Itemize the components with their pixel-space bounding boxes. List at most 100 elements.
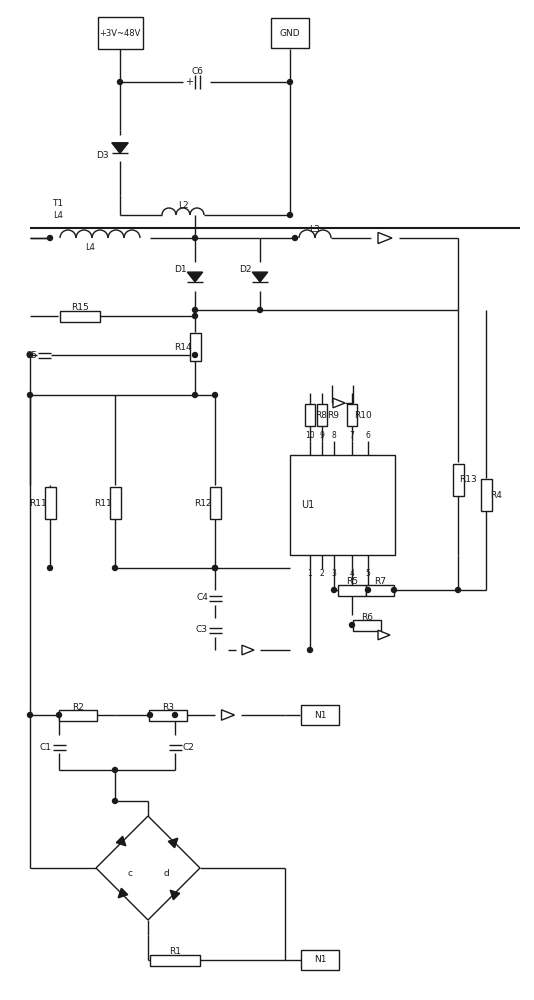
Circle shape	[113, 768, 117, 772]
Text: R11: R11	[94, 498, 112, 508]
Text: R11: R11	[29, 498, 47, 508]
Bar	[452, 464, 464, 496]
Bar	[44, 487, 56, 519]
Polygon shape	[112, 143, 128, 153]
Circle shape	[192, 314, 198, 318]
Circle shape	[349, 622, 355, 628]
Polygon shape	[242, 645, 254, 655]
Polygon shape	[252, 272, 268, 282]
Text: R1: R1	[169, 948, 181, 956]
Text: 3: 3	[332, 570, 336, 578]
Text: D1: D1	[174, 265, 186, 274]
Circle shape	[257, 308, 263, 312]
Circle shape	[27, 353, 33, 358]
Circle shape	[287, 213, 293, 218]
Text: C3: C3	[196, 626, 208, 635]
Bar	[366, 584, 394, 595]
Text: 2: 2	[320, 570, 324, 578]
Bar	[150, 954, 200, 966]
Bar	[481, 479, 491, 511]
Circle shape	[172, 712, 177, 718]
Circle shape	[113, 798, 117, 804]
Text: N1: N1	[314, 956, 326, 964]
Text: 5: 5	[366, 570, 371, 578]
Circle shape	[192, 235, 198, 240]
Text: R5: R5	[346, 578, 358, 586]
Text: C5: C5	[26, 351, 38, 360]
Text: T1: T1	[52, 198, 64, 208]
Bar	[317, 404, 327, 426]
Polygon shape	[116, 836, 126, 846]
Text: R3: R3	[162, 702, 174, 712]
Circle shape	[391, 587, 397, 592]
Bar	[290, 455, 395, 555]
Text: D2: D2	[239, 265, 252, 274]
Bar	[59, 710, 97, 720]
Bar	[347, 404, 357, 426]
Polygon shape	[170, 890, 180, 900]
Text: R12: R12	[194, 498, 212, 508]
Circle shape	[192, 308, 198, 312]
Text: C6: C6	[191, 68, 203, 77]
Text: R6: R6	[361, 612, 373, 621]
Circle shape	[213, 566, 217, 570]
Text: L2: L2	[178, 202, 189, 211]
Text: R2: R2	[72, 702, 84, 712]
Text: L4: L4	[85, 243, 95, 252]
Circle shape	[192, 392, 198, 397]
Polygon shape	[168, 838, 178, 848]
Circle shape	[192, 353, 198, 358]
Text: 4: 4	[350, 570, 355, 578]
Text: R8: R8	[315, 410, 327, 420]
Circle shape	[147, 712, 153, 718]
Circle shape	[308, 648, 312, 652]
Bar	[98, 17, 143, 49]
Text: 8: 8	[332, 432, 336, 440]
Text: 10: 10	[305, 432, 315, 440]
Text: 6: 6	[366, 432, 371, 440]
Circle shape	[213, 392, 217, 397]
Polygon shape	[333, 398, 345, 408]
Bar	[149, 710, 187, 720]
Bar	[271, 18, 309, 48]
Circle shape	[293, 235, 297, 240]
Circle shape	[287, 80, 293, 85]
Circle shape	[27, 392, 33, 397]
Circle shape	[332, 587, 336, 592]
Circle shape	[57, 712, 61, 718]
Text: L4: L4	[53, 211, 63, 220]
Text: d: d	[163, 868, 169, 878]
Text: C2: C2	[182, 742, 194, 752]
Bar	[109, 487, 121, 519]
Text: R10: R10	[354, 410, 372, 420]
Polygon shape	[187, 272, 203, 282]
Text: R4: R4	[490, 490, 502, 499]
Text: N1: N1	[314, 710, 326, 720]
Bar	[353, 619, 381, 631]
Text: 1: 1	[308, 570, 312, 578]
Circle shape	[27, 712, 33, 718]
Text: c: c	[128, 868, 132, 878]
Bar	[301, 950, 339, 970]
Text: R13: R13	[459, 476, 477, 485]
Bar	[305, 404, 315, 426]
Text: +: +	[185, 77, 193, 87]
Text: C1: C1	[40, 742, 52, 752]
Circle shape	[213, 566, 217, 570]
Text: C4: C4	[196, 593, 208, 602]
Text: 7: 7	[350, 432, 355, 440]
Polygon shape	[378, 232, 392, 244]
Circle shape	[48, 566, 52, 570]
Text: U1: U1	[301, 500, 315, 510]
Polygon shape	[378, 630, 390, 640]
Text: R7: R7	[374, 578, 386, 586]
Circle shape	[456, 587, 460, 592]
Circle shape	[117, 80, 122, 85]
Text: R14: R14	[174, 342, 192, 352]
Text: R9: R9	[327, 410, 339, 420]
Circle shape	[365, 587, 371, 592]
Text: +3V~48V: +3V~48V	[99, 28, 140, 37]
Text: R15: R15	[71, 304, 89, 312]
Polygon shape	[222, 710, 234, 720]
Circle shape	[48, 235, 52, 240]
